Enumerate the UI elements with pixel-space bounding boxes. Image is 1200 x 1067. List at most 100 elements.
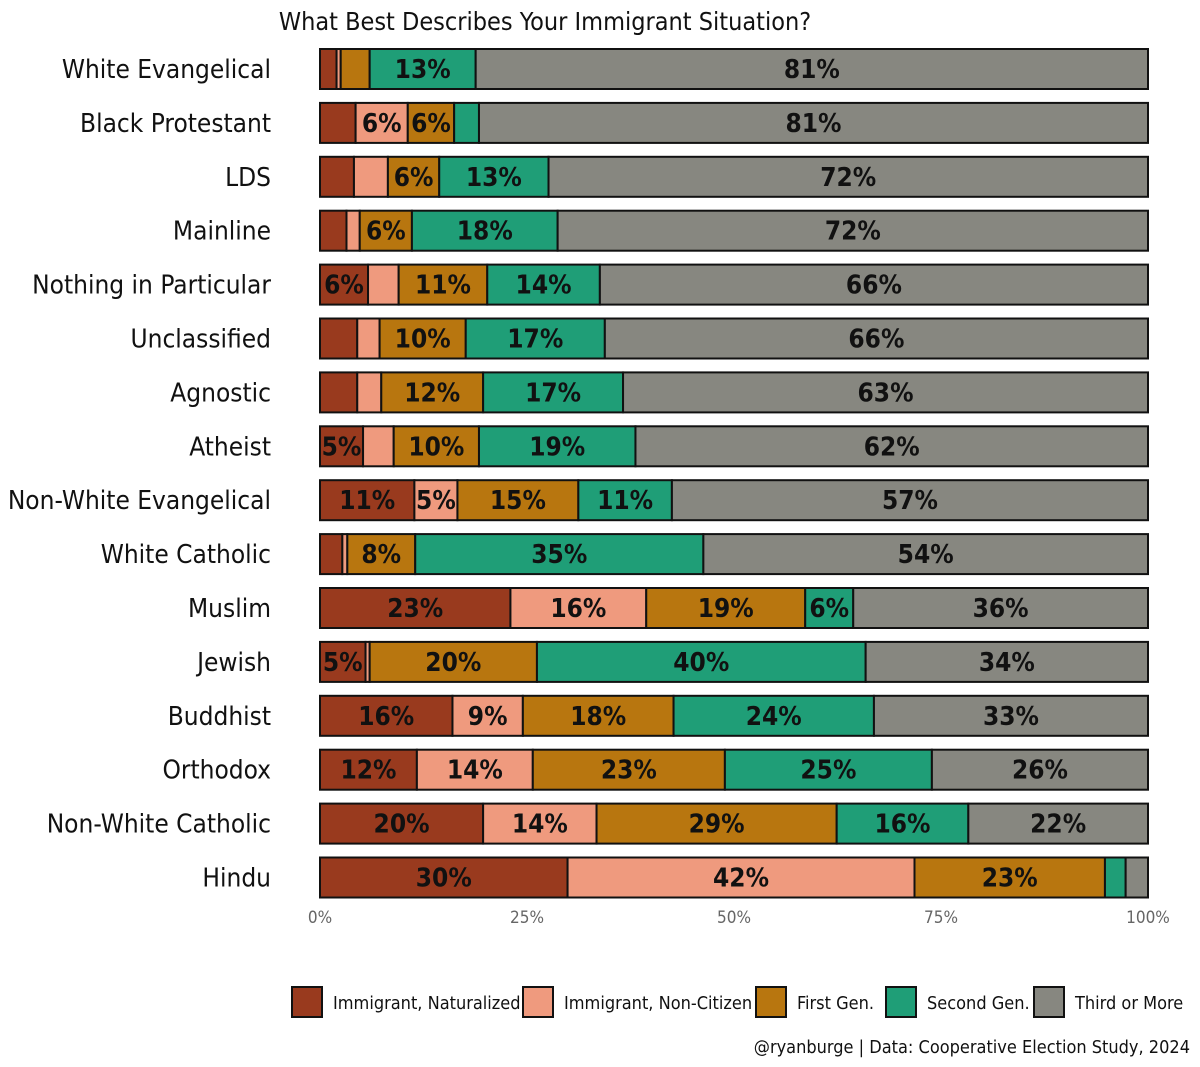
bar-segment — [339, 48, 371, 90]
legend: Immigrant, Naturalized Immigrant, Non-Cit… — [291, 986, 1183, 1018]
bar-row: Hindu 30% 42% 23% — [202, 856, 1150, 899]
data-label: 63% — [858, 378, 914, 408]
bar-segment — [634, 425, 1149, 468]
bar-segment — [319, 209, 348, 252]
bar-segment — [603, 317, 1149, 360]
data-label: 66% — [846, 271, 902, 301]
bar-segment — [319, 101, 357, 144]
data-label: 10% — [395, 325, 451, 355]
data-label: 81% — [784, 55, 840, 85]
bar-segment — [723, 748, 933, 791]
legend-swatch — [1033, 986, 1065, 1018]
bar-segment — [319, 371, 359, 414]
category-label: Buddhist — [168, 702, 271, 732]
legend-item: Second Gen. — [885, 986, 1030, 1018]
bar-segment — [319, 263, 370, 306]
data-label: 22% — [1030, 810, 1086, 840]
bar-segment — [930, 748, 1150, 791]
category-label: Muslim — [188, 594, 271, 624]
bar-segment — [872, 694, 1149, 737]
bar-segment — [477, 425, 637, 468]
category-label: Atheist — [189, 432, 271, 462]
data-label: 10% — [408, 432, 464, 462]
bar-segment — [451, 694, 524, 737]
legend-swatch — [291, 986, 323, 1018]
legend-label: Third or More — [1074, 993, 1183, 1014]
data-label: 19% — [698, 594, 754, 624]
data-label: 23% — [387, 594, 443, 624]
bar-segment — [702, 533, 1149, 576]
legend-item: Immigrant, Naturalized — [291, 986, 521, 1018]
legend-label: First Gen. — [797, 993, 874, 1014]
data-label: 81% — [785, 109, 841, 139]
data-label: 18% — [457, 217, 513, 247]
bar-segment — [622, 371, 1149, 414]
data-label: 17% — [525, 378, 581, 408]
bar-segment — [356, 371, 383, 414]
bar-row: Black Protestant 6% 6% 81% — [80, 101, 1149, 144]
bar-segment — [1103, 856, 1127, 899]
category-label: Jewish — [195, 648, 271, 678]
bar-segment — [453, 101, 480, 144]
bar-segment — [670, 479, 1150, 522]
bar-segment — [346, 533, 417, 576]
data-label: 25% — [800, 756, 856, 786]
bar-segment — [319, 587, 512, 629]
bar-segment — [356, 317, 381, 360]
data-label: 33% — [983, 702, 1039, 732]
data-label: 42% — [713, 864, 769, 894]
bar-row: LDS 6% 13% 72% — [225, 155, 1149, 198]
bar-segment — [319, 802, 485, 845]
data-label: 12% — [340, 756, 396, 786]
category-label: White Evangelical — [62, 55, 271, 85]
data-label: 5% — [323, 648, 363, 678]
category-label: Unclassified — [130, 325, 271, 355]
category-label: White Catholic — [101, 540, 271, 570]
bar-row: Agnostic 12% 17% 63% — [170, 371, 1149, 414]
data-label: 18% — [570, 702, 626, 732]
data-label: 16% — [874, 810, 930, 840]
bar-segment — [577, 479, 673, 522]
category-label: Nothing in Particular — [32, 271, 271, 301]
data-label: 6% — [411, 109, 451, 139]
data-label: 5% — [322, 432, 362, 462]
data-label: 6% — [366, 217, 406, 247]
data-label: 9% — [468, 702, 508, 732]
category-label: Agnostic — [170, 378, 271, 408]
category-label: Hindu — [202, 864, 271, 894]
bar-segment — [804, 587, 855, 629]
x-tick-label: 25% — [510, 908, 544, 928]
bar-segment — [913, 856, 1106, 899]
data-label: 23% — [601, 756, 657, 786]
data-label: 6% — [394, 163, 434, 193]
bar-row: Non-White Evangelical 11% 5% 15% 11% 57% — [8, 479, 1150, 522]
data-label: 16% — [550, 594, 606, 624]
data-label: 20% — [425, 648, 481, 678]
bar-row: Non-White Catholic 20% 14% 29% 16% 22% — [47, 802, 1149, 845]
bar-row: Buddhist 16% 9% 18% 24% 33% — [168, 694, 1149, 737]
bar-segment — [547, 155, 1149, 198]
data-label: 6% — [324, 271, 364, 301]
bar-segment — [319, 317, 359, 360]
bar-segment — [1124, 856, 1150, 899]
bar-segment — [556, 209, 1149, 252]
category-label: LDS — [225, 163, 271, 193]
data-label: 36% — [973, 594, 1029, 624]
data-label: 6% — [362, 109, 402, 139]
bar-segment — [352, 155, 389, 198]
bar-segment — [486, 263, 601, 306]
data-label: 34% — [979, 648, 1035, 678]
bar-segment — [474, 48, 1149, 90]
bar-segment — [477, 101, 1149, 144]
bar-segment — [319, 856, 569, 899]
bars-group: White Evangelical 13% 81% Black Protestant 6… — [8, 48, 1150, 899]
caption: @ryanburge | Data: Cooperative Election … — [754, 1037, 1190, 1058]
bar-segment — [531, 748, 726, 791]
bar-segment — [598, 263, 1149, 306]
bar-segment — [319, 640, 367, 683]
data-label: 13% — [395, 55, 451, 85]
bar-segment — [386, 155, 441, 198]
data-label: 19% — [529, 432, 585, 462]
data-label: 23% — [982, 864, 1038, 894]
